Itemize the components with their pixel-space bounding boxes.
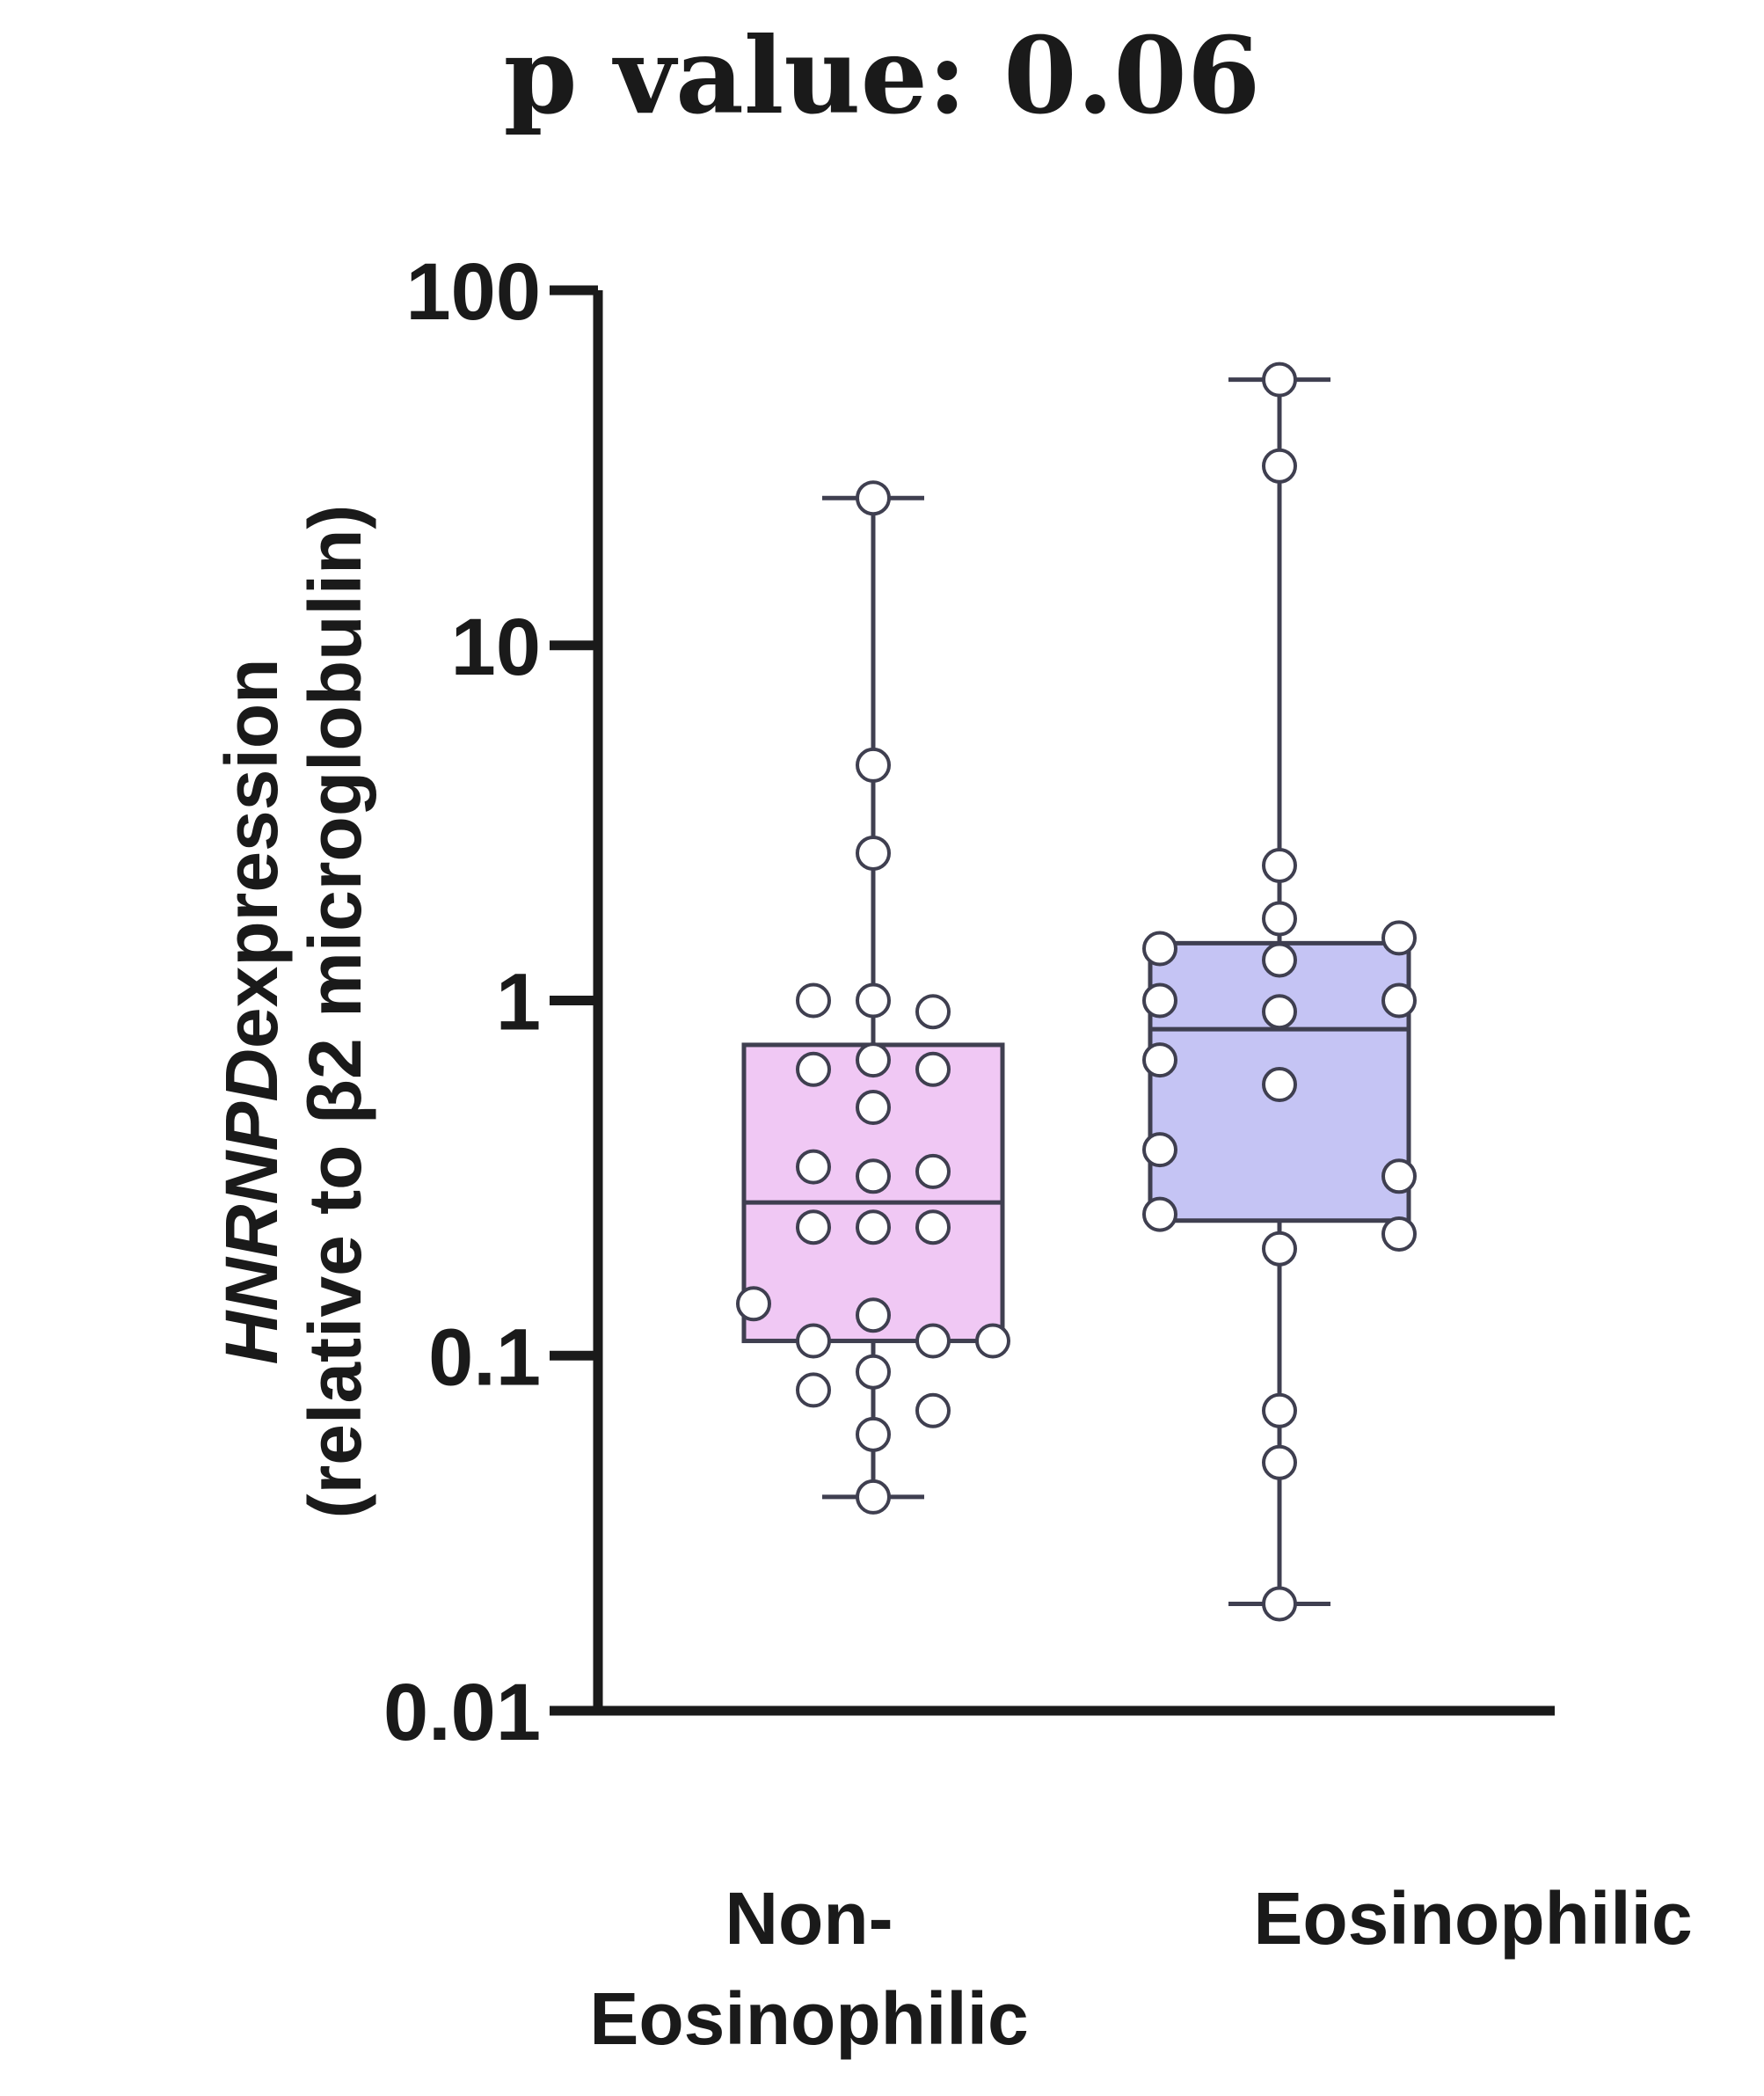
data-points bbox=[736, 362, 1417, 1622]
data-point bbox=[915, 1392, 951, 1428]
data-point bbox=[1381, 1216, 1417, 1252]
data-point bbox=[1262, 362, 1297, 398]
data-point bbox=[1381, 1158, 1417, 1194]
x-category-label: Eosinophilic bbox=[1253, 1877, 1692, 1960]
data-point bbox=[796, 1051, 831, 1087]
boxes bbox=[741, 377, 1411, 1606]
data-point bbox=[796, 1149, 831, 1185]
chart-title: p value: 0.06 bbox=[504, 14, 1261, 138]
data-point bbox=[1262, 942, 1297, 978]
data-point bbox=[796, 1323, 831, 1359]
data-point bbox=[1262, 1231, 1297, 1267]
data-point bbox=[1142, 1196, 1177, 1232]
data-point bbox=[1262, 994, 1297, 1030]
data-point bbox=[856, 747, 891, 783]
data-point bbox=[915, 1051, 951, 1087]
x-category-label: Non- bbox=[725, 1877, 893, 1960]
data-point bbox=[856, 1354, 891, 1390]
y-tick-label: 0.1 bbox=[428, 1312, 541, 1402]
data-point bbox=[915, 1323, 951, 1359]
y-axis-label-line1: HNRNPDexpression bbox=[210, 659, 293, 1365]
data-point bbox=[796, 1209, 831, 1245]
y-tick-label: 10 bbox=[451, 603, 541, 692]
data-point bbox=[856, 982, 891, 1019]
data-point bbox=[1381, 982, 1417, 1019]
data-point bbox=[856, 835, 891, 871]
data-point bbox=[1262, 1392, 1297, 1428]
y-axis-label-line2: (relative to β2 microglobulin) bbox=[294, 505, 376, 1519]
y-tick-label: 100 bbox=[406, 247, 542, 337]
data-point bbox=[915, 1209, 951, 1245]
data-point bbox=[1262, 1444, 1297, 1480]
data-point bbox=[1262, 901, 1297, 937]
y-axis: 100 10 1 0.1 0.01 bbox=[383, 247, 603, 1757]
x-axis-categories: Non- Eosinophilic Eosinophilic bbox=[589, 1877, 1692, 2060]
data-point bbox=[915, 994, 951, 1030]
y-tick-label: 1 bbox=[496, 958, 541, 1048]
data-point bbox=[796, 982, 831, 1019]
data-point bbox=[796, 1372, 831, 1408]
data-point bbox=[856, 1042, 891, 1078]
data-point bbox=[1262, 1586, 1297, 1622]
data-point bbox=[915, 1153, 951, 1189]
data-point bbox=[1142, 1132, 1177, 1168]
y-axis-label: HNRNPDexpression (relative to β2 microgl… bbox=[210, 505, 376, 1519]
data-point bbox=[856, 1209, 891, 1245]
x-category-label: Eosinophilic bbox=[589, 1977, 1028, 2060]
data-point bbox=[856, 480, 891, 516]
y-tick-label: 0.01 bbox=[383, 1668, 541, 1757]
data-point bbox=[975, 1323, 1010, 1359]
data-point bbox=[736, 1286, 771, 1322]
y-axis-label-unit: expression bbox=[210, 659, 293, 1049]
data-point bbox=[1262, 1067, 1297, 1103]
data-point bbox=[1142, 931, 1177, 967]
data-point bbox=[1381, 920, 1417, 956]
data-point bbox=[1142, 982, 1177, 1019]
data-point bbox=[856, 1297, 891, 1333]
data-point bbox=[1142, 1042, 1177, 1078]
data-point bbox=[856, 1416, 891, 1452]
data-point bbox=[856, 1479, 891, 1515]
y-axis-label-gene: HNRNPD bbox=[210, 1048, 293, 1364]
data-point bbox=[856, 1090, 891, 1126]
data-point bbox=[1262, 448, 1297, 484]
data-point bbox=[1262, 847, 1297, 883]
data-point bbox=[856, 1158, 891, 1194]
